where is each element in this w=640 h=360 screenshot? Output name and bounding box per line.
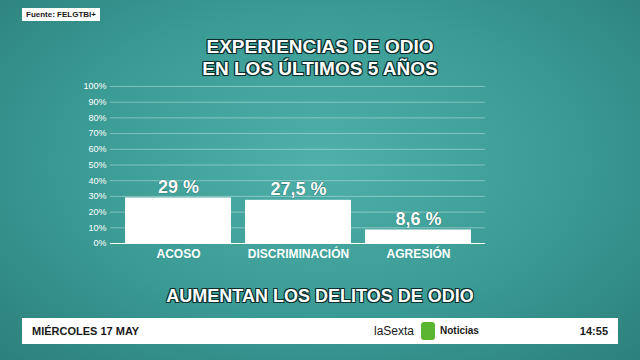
svg-text:40%: 40% <box>88 176 106 186</box>
html-text:EXPERIENCIAS DE ODIO EN LOS ÚL: EXPERIENCIAS DE ODIO EN LOS ÚLTIMOS 5 AÑ… <box>202 36 438 79</box>
svg-text:70%: 70% <box>88 128 106 138</box>
svg-text:80%: 80% <box>88 113 106 123</box>
svg-text:100%: 100% <box>83 81 106 91</box>
svg-text:30%: 30% <box>88 191 106 201</box>
svg-text:20%: 20% <box>88 207 106 217</box>
svg-text:50%: 50% <box>88 160 106 170</box>
html-text:MIÉRCOLES 17 MAY: MIÉRCOLES 17 MAY <box>32 325 140 337</box>
html-text:AUMENTAN LOS DELITOS DE ODIO: AUMENTAN LOS DELITOS DE ODIO <box>166 286 474 306</box>
svg-text:10%: 10% <box>88 223 106 233</box>
svg-text:27,5 %: 27,5 % <box>270 179 326 199</box>
svg-text:0%: 0% <box>93 238 106 248</box>
svg-text:ACOSO: ACOSO <box>156 247 200 261</box>
svg-text:DISCRIMINACIÓN: DISCRIMINACIÓN <box>248 246 349 261</box>
svg-text:60%: 60% <box>88 144 106 154</box>
svg-text:8,6 %: 8,6 % <box>395 209 441 229</box>
html-text:Fuente: FELGTBI+: Fuente: FELGTBI+ <box>26 10 96 19</box>
html-text:14:55: 14:55 <box>579 325 608 337</box>
svg-text:90%: 90% <box>88 97 106 107</box>
svg-text:29 %: 29 % <box>158 177 199 197</box>
svg-text:AGRESIÓN: AGRESIÓN <box>386 246 450 261</box>
html-text:laSexta: laSexta <box>374 324 414 338</box>
html-text:Noticias: Noticias <box>440 325 479 336</box>
